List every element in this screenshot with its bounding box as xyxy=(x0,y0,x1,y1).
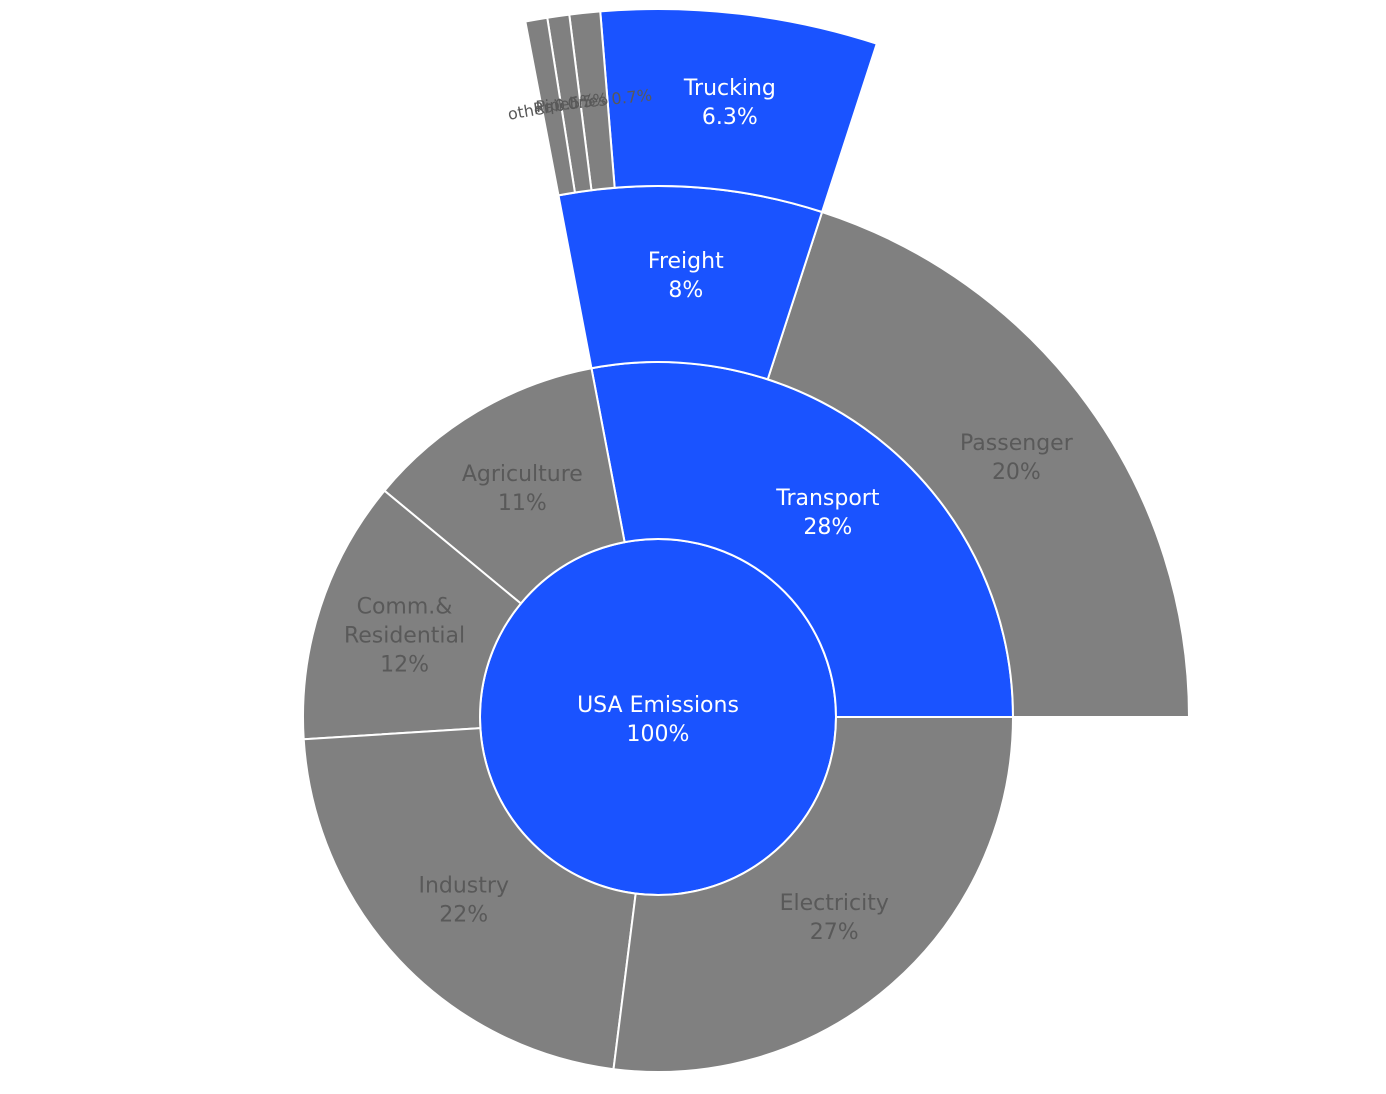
sector-passenger[interactable] xyxy=(766,210,1191,718)
label-industry: Industry 22% xyxy=(418,874,509,928)
label-electricity: Electricity 27% xyxy=(780,891,889,945)
label-passenger: Passenger 20% xyxy=(960,431,1074,485)
label-agriculture: Agriculture 11% xyxy=(462,462,583,516)
label-trucking: Trucking 6.3% xyxy=(683,76,776,130)
sector-industry[interactable] xyxy=(302,727,637,1071)
label-transport: Transport 28% xyxy=(775,486,880,540)
sector-other[interactable] xyxy=(524,16,577,197)
label-comm-residential: Comm.& Residential 12% xyxy=(344,594,465,677)
sector-electricity[interactable] xyxy=(612,716,1015,1073)
label-freight: Freight 8% xyxy=(648,249,724,303)
label-usa-emissions: USA Emissions 100% xyxy=(577,693,739,747)
sector-comm-residential[interactable] xyxy=(302,489,523,741)
